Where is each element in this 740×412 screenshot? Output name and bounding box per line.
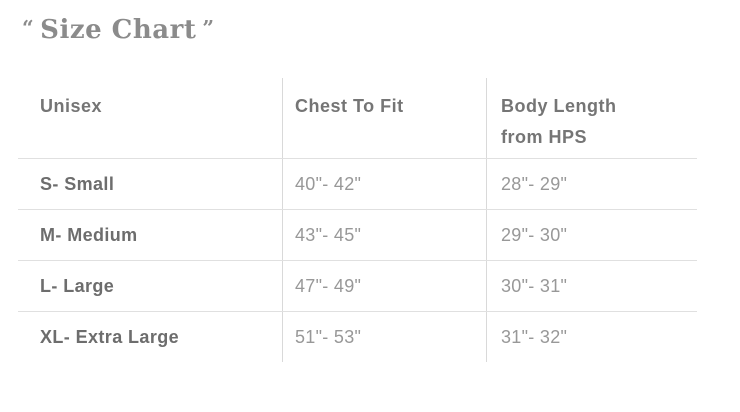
- table-header-row: Unisex Chest To Fit Body Length from HPS: [18, 78, 697, 159]
- size-chart-page: “Size Chart” Unisex Chest To Fit Body Le…: [0, 12, 740, 412]
- length-value: 30"- 31": [501, 275, 568, 296]
- chest-value: 51"- 53": [295, 326, 362, 347]
- size-chart-table: Unisex Chest To Fit Body Length from HPS…: [18, 78, 697, 362]
- header-cell-chest-to-fit: Chest To Fit: [282, 78, 486, 158]
- length-cell: 28"- 29": [486, 159, 697, 209]
- length-cell: 31"- 32": [486, 312, 697, 362]
- header-cell-body-length: Body Length from HPS: [486, 78, 697, 158]
- column-header-label: Body Length from HPS: [501, 96, 617, 147]
- page-title: “Size Chart”: [22, 12, 740, 48]
- length-value: 31"- 32": [501, 326, 568, 347]
- size-cell: L- Large: [18, 261, 282, 311]
- chest-cell: 40"- 42": [282, 159, 486, 209]
- chest-value: 47"- 49": [295, 275, 362, 296]
- size-label: M- Medium: [40, 224, 138, 245]
- header-cell-unisex: Unisex: [18, 78, 282, 158]
- length-cell: 29"- 30": [486, 210, 697, 260]
- table-row-small: S- Small 40"- 42" 28"- 29": [18, 159, 697, 210]
- table-row-medium: M- Medium 43"- 45" 29"- 30": [18, 210, 697, 261]
- size-cell: M- Medium: [18, 210, 282, 260]
- length-value: 28"- 29": [501, 173, 568, 194]
- chest-value: 43"- 45": [295, 224, 362, 245]
- column-header-label: Chest To Fit: [295, 96, 404, 116]
- size-label: XL- Extra Large: [40, 326, 180, 347]
- chest-value: 40"- 42": [295, 173, 362, 194]
- chest-cell: 47"- 49": [282, 261, 486, 311]
- size-label: S- Small: [40, 173, 115, 194]
- size-cell: XL- Extra Large: [18, 312, 282, 362]
- length-cell: 30"- 31": [486, 261, 697, 311]
- size-label: L- Large: [40, 275, 115, 296]
- column-header-label: Unisex: [40, 96, 103, 116]
- page-title-text: Size Chart: [40, 15, 197, 45]
- open-quote-mark: “: [22, 16, 35, 40]
- length-value: 29"- 30": [501, 224, 568, 245]
- close-quote-mark: ”: [202, 16, 215, 40]
- table-row-extra-large: XL- Extra Large 51"- 53" 31"- 32": [18, 312, 697, 362]
- table-row-large: L- Large 47"- 49" 30"- 31": [18, 261, 697, 312]
- size-cell: S- Small: [18, 159, 282, 209]
- chest-cell: 51"- 53": [282, 312, 486, 362]
- chest-cell: 43"- 45": [282, 210, 486, 260]
